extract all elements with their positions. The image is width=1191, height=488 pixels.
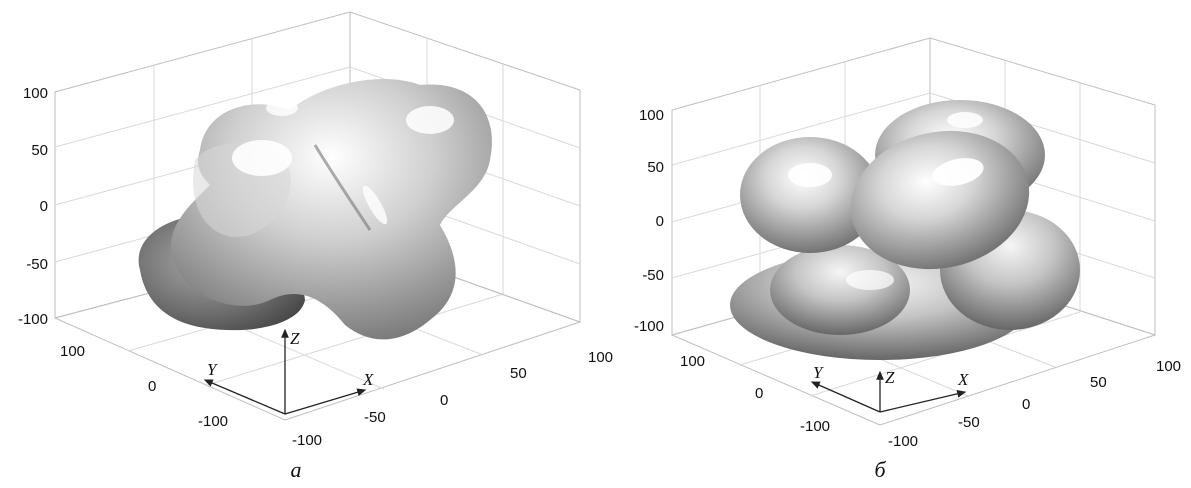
caption-a: а bbox=[291, 457, 302, 482]
panel-a-z-ticks: 100 50 0 -50 -100 bbox=[18, 85, 48, 328]
panel-a-surface bbox=[138, 79, 492, 340]
panel-a: 100 50 0 -50 -100 100 0 -100 -100 -50 0 … bbox=[18, 11, 613, 482]
tick-x-50: 50 bbox=[1090, 374, 1107, 391]
tick-x-0: 0 bbox=[1022, 396, 1030, 413]
tick-z-0: 0 bbox=[40, 198, 48, 215]
tick-x-minus100: -100 bbox=[292, 432, 322, 449]
tick-z-100: 100 bbox=[23, 85, 48, 102]
tick-y-minus100: -100 bbox=[198, 413, 228, 430]
tick-z-minus100: -100 bbox=[18, 311, 48, 328]
y-axis-label: Y bbox=[207, 360, 218, 379]
tick-z-0: 0 bbox=[656, 213, 664, 230]
tick-x-minus50: -50 bbox=[958, 414, 980, 431]
tick-x-50: 50 bbox=[510, 365, 527, 382]
panel-a-axis-arrows: Z X Y bbox=[203, 328, 374, 415]
panel-b-surface bbox=[730, 100, 1080, 360]
tick-y-100: 100 bbox=[680, 353, 705, 370]
x-axis-label: X bbox=[957, 370, 969, 389]
y-axis-arrow bbox=[203, 379, 286, 415]
panel-a-y-ticks: 100 0 -100 bbox=[60, 343, 228, 430]
z-axis-label: Z bbox=[290, 329, 300, 348]
tick-z-minus50: -50 bbox=[26, 256, 48, 273]
x-axis-arrow bbox=[879, 389, 967, 413]
tick-y-minus100: -100 bbox=[800, 418, 830, 435]
panel-b-z-ticks: 100 50 0 -50 -100 bbox=[634, 107, 664, 335]
tick-x-minus100: -100 bbox=[888, 433, 918, 450]
x-axis-label: X bbox=[362, 370, 374, 389]
caption-b: б bbox=[874, 457, 886, 482]
y-axis-arrow bbox=[810, 381, 881, 413]
tick-y-100: 100 bbox=[60, 343, 85, 360]
z-axis-label: Z bbox=[885, 368, 895, 387]
y-axis-label: Y bbox=[813, 363, 824, 382]
panel-a-x-ticks: -100 -50 0 50 100 bbox=[292, 349, 613, 449]
panel-b-y-ticks: 100 0 -100 bbox=[680, 353, 830, 435]
tick-y-0: 0 bbox=[148, 378, 156, 395]
tick-z-minus100: -100 bbox=[634, 318, 664, 335]
tick-y-0: 0 bbox=[755, 385, 763, 402]
panel-b: 100 50 0 -50 -100 100 0 -100 -100 -50 0 … bbox=[634, 37, 1181, 482]
x-axis-arrow bbox=[284, 388, 367, 415]
tick-z-100: 100 bbox=[639, 107, 664, 124]
tick-z-minus50: -50 bbox=[642, 267, 664, 284]
panel-b-x-ticks: -100 -50 0 50 100 bbox=[888, 358, 1181, 450]
tick-z-50: 50 bbox=[647, 159, 664, 176]
tick-x-100: 100 bbox=[588, 349, 613, 366]
tick-x-0: 0 bbox=[440, 392, 448, 409]
tick-x-minus50: -50 bbox=[364, 409, 386, 426]
panel-b-axis-arrows: Z X Y bbox=[810, 363, 969, 413]
tick-x-100: 100 bbox=[1156, 358, 1181, 375]
tick-z-50: 50 bbox=[31, 142, 48, 159]
